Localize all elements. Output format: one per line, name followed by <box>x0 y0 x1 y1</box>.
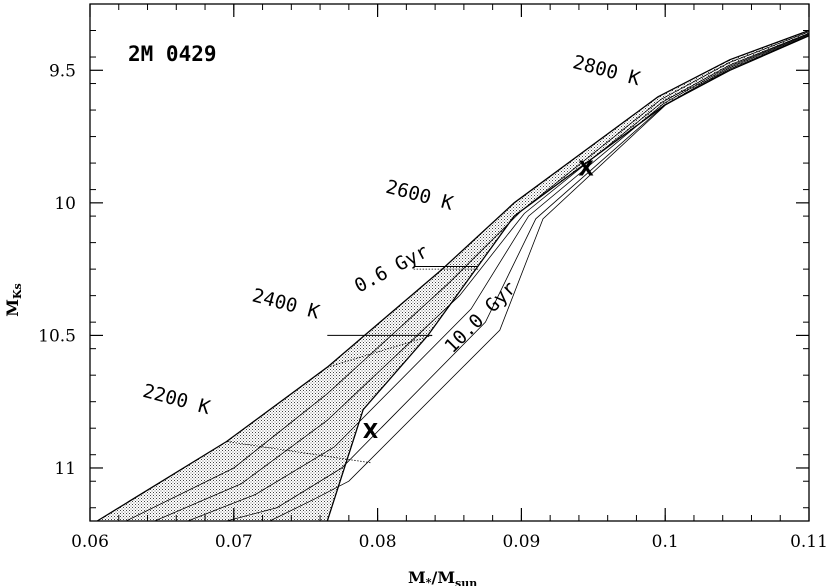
isochrone-line-3 <box>154 32 810 522</box>
x-tick-label: 0.1 <box>652 532 679 552</box>
panel-label: 2M 0429 <box>128 42 217 66</box>
shaded-region <box>97 30 809 521</box>
x-marker: X <box>578 156 594 180</box>
curve-annotation: 2600 K <box>384 176 457 215</box>
isochrone-line-7 <box>326 35 810 522</box>
x-axis-title-sub2: sun <box>455 577 477 586</box>
teff-line-1 <box>226 441 371 464</box>
isochrone-line-6 <box>269 34 810 522</box>
x-marker: X <box>363 419 379 443</box>
isochrone-line-4 <box>187 33 810 522</box>
teff-line-2 <box>327 335 433 368</box>
y-axis-title-sub: Ks <box>11 283 24 299</box>
curve-annotation: 2400 K <box>250 284 323 323</box>
y-axis-title-main: M <box>3 299 22 317</box>
isochrone-line-1 <box>96 29 810 522</box>
x-tick-label: 0.08 <box>359 532 397 552</box>
x-tick-label: 0.06 <box>71 532 109 552</box>
isochrone-line-2 <box>125 31 810 522</box>
x-tick-label: 0.11 <box>790 532 828 552</box>
curve-annotation: 2200 K <box>141 380 214 419</box>
y-tick-label: 10.5 <box>38 326 76 346</box>
plot-frame <box>89 3 810 522</box>
x-axis-title-sub1: * <box>426 576 432 586</box>
curve-annotation: 2800 K <box>570 51 643 90</box>
isochrone-line-5 <box>226 34 810 522</box>
y-axis-title: MKs <box>3 283 24 316</box>
y-tick-label: 10 <box>54 194 76 214</box>
axis-tick-labels: 0.06 0.07 0.08 0.09 0.1 0.11 9.5 10 10.5 11 <box>38 61 828 552</box>
y-tick-label: 11 <box>54 459 76 479</box>
axis-ticks <box>89 3 810 521</box>
plot-layer <box>96 29 810 522</box>
x-axis-title: M*/Msun <box>408 568 477 586</box>
x-axis-title-slash: /M <box>431 568 455 586</box>
x-tick-label: 0.09 <box>502 532 540 552</box>
y-tick-label: 9.5 <box>49 61 76 81</box>
x-axis-title-main: M <box>408 568 426 586</box>
x-tick-label: 0.07 <box>215 532 253 552</box>
